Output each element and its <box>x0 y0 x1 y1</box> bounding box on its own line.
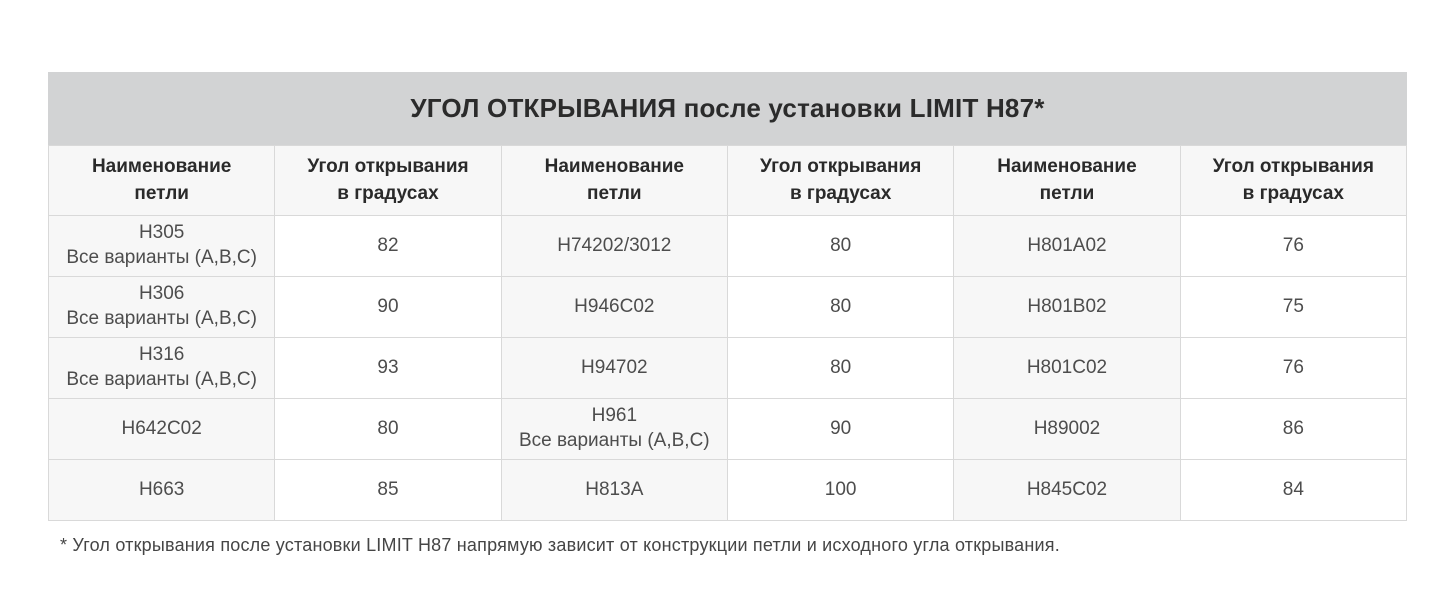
hinge-name-cell: H94702 <box>500 337 728 399</box>
angle-value-cell: 84 <box>1179 459 1408 521</box>
angle-value-cell: 100 <box>726 459 955 521</box>
hinge-name-cell: H89002 <box>953 398 1181 460</box>
header-hinge-name: Наименование петли <box>500 145 728 216</box>
hinge-name-cell: H961 Все варианты (A,B,C) <box>500 398 728 460</box>
hinge-name-cell: H813A <box>500 459 728 521</box>
opening-angle-table: УГОЛ ОТКРЫВАНИЯ после установки LIMIT H8… <box>47 72 1408 556</box>
angle-value-cell: 80 <box>274 398 502 460</box>
angle-value-cell: 93 <box>274 337 502 399</box>
angle-value-cell: 76 <box>1179 337 1408 399</box>
angle-value-cell: 90 <box>274 276 502 338</box>
table-row: H305 Все варианты (A,B,C) 82 H74202/3012… <box>47 215 1408 277</box>
table-title-bar: УГОЛ ОТКРЫВАНИЯ после установки LIMIT H8… <box>48 72 1407 145</box>
angle-value-cell: 76 <box>1179 215 1408 277</box>
header-angle: Угол открывания в градусах <box>1179 145 1408 216</box>
header-hinge-name: Наименование петли <box>47 145 276 216</box>
angle-value-cell: 80 <box>726 337 955 399</box>
hinge-name-cell: H316 Все варианты (A,B,C) <box>47 337 276 399</box>
angle-value-cell: 90 <box>726 398 955 460</box>
header-hinge-name: Наименование петли <box>953 145 1181 216</box>
table-row: H642C02 80 H961 Все варианты (A,B,C) 90 … <box>47 398 1408 460</box>
hinge-name-cell: H74202/3012 <box>500 215 728 277</box>
table-row: H316 Все варианты (A,B,C) 93 H94702 80 H… <box>47 337 1408 399</box>
hinge-name-cell: H801B02 <box>953 276 1181 338</box>
table-title: УГОЛ ОТКРЫВАНИЯ после установки LIMIT H8… <box>410 93 1045 123</box>
angle-value-cell: 80 <box>726 215 955 277</box>
table-row: H663 85 H813A 100 H845C02 84 <box>47 459 1408 521</box>
angle-value-cell: 85 <box>274 459 502 521</box>
header-angle: Угол открывания в градусах <box>726 145 955 216</box>
footnote: * Угол открывания после установки LIMIT … <box>60 535 1060 555</box>
hinge-name-cell: H845C02 <box>953 459 1181 521</box>
table-row: H306 Все варианты (A,B,C) 90 H946C02 80 … <box>47 276 1408 338</box>
angle-value-cell: 75 <box>1179 276 1408 338</box>
hinge-name-cell: H642C02 <box>47 398 276 460</box>
hinge-angle-table: Наименование петли Угол открывания в гра… <box>47 145 1408 521</box>
angle-value-cell: 80 <box>726 276 955 338</box>
hinge-name-cell: H801A02 <box>953 215 1181 277</box>
hinge-name-cell: H663 <box>47 459 276 521</box>
angle-value-cell: 82 <box>274 215 502 277</box>
hinge-name-cell: H946C02 <box>500 276 728 338</box>
header-angle: Угол открывания в градусах <box>274 145 502 216</box>
angle-value-cell: 86 <box>1179 398 1408 460</box>
table-header-row: Наименование петли Угол открывания в гра… <box>47 145 1408 216</box>
hinge-name-cell: H801C02 <box>953 337 1181 399</box>
hinge-name-cell: H306 Все варианты (A,B,C) <box>47 276 276 338</box>
hinge-name-cell: H305 Все варианты (A,B,C) <box>47 215 276 277</box>
